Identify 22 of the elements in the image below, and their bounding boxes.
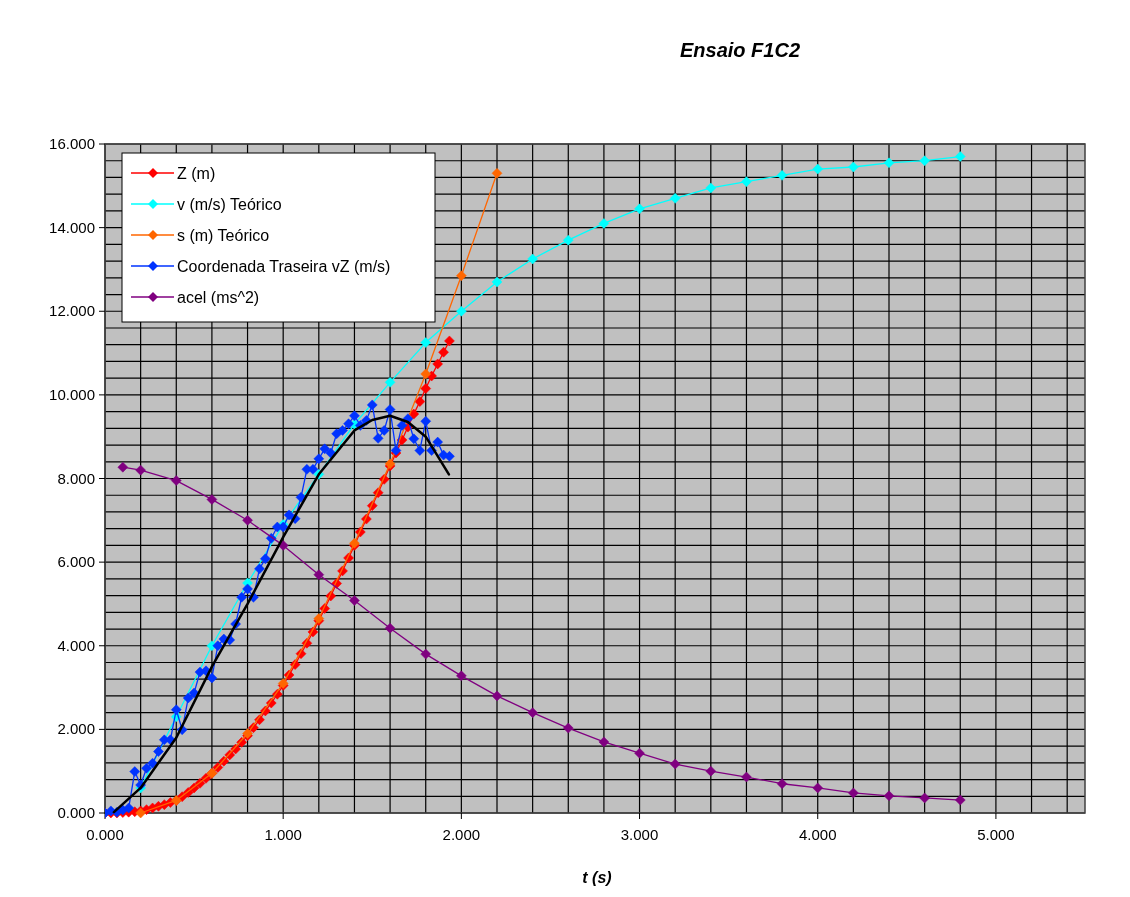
y-tick-label: 6.000 [57,553,95,571]
y-tick-label: 2.000 [57,720,95,738]
y-tick-label: 14.000 [49,218,95,236]
legend-label: Coordenada Traseira vZ (m/s) [177,258,391,275]
y-tick-label: 16.000 [49,135,95,152]
y-tick-label: 8.000 [57,469,95,487]
y-tick-label: 4.000 [57,636,95,654]
legend-label: v (m/s) Teórico [177,196,282,213]
x-tick-label: 5.000 [977,826,1015,843]
x-tick-label: 4.000 [798,826,837,843]
y-tick-label: 12.000 [49,302,95,320]
y-tick-label: 10.000 [49,385,95,403]
legend-label: Z (m) [177,165,216,182]
x-tick-label: 2.000 [442,826,481,843]
x-axis-title: t (s) [582,869,612,886]
y-tick-label: 0.000 [57,804,95,821]
legend-label: s (m) Teórico [177,227,270,244]
x-tick-label: 1.000 [264,826,302,843]
x-tick-label: 3.000 [620,826,659,843]
x-tick-label: 0.000 [86,826,124,843]
legend-label: acel (ms^2) [177,289,260,306]
chart-title: Ensaio F1C2 [679,39,801,61]
